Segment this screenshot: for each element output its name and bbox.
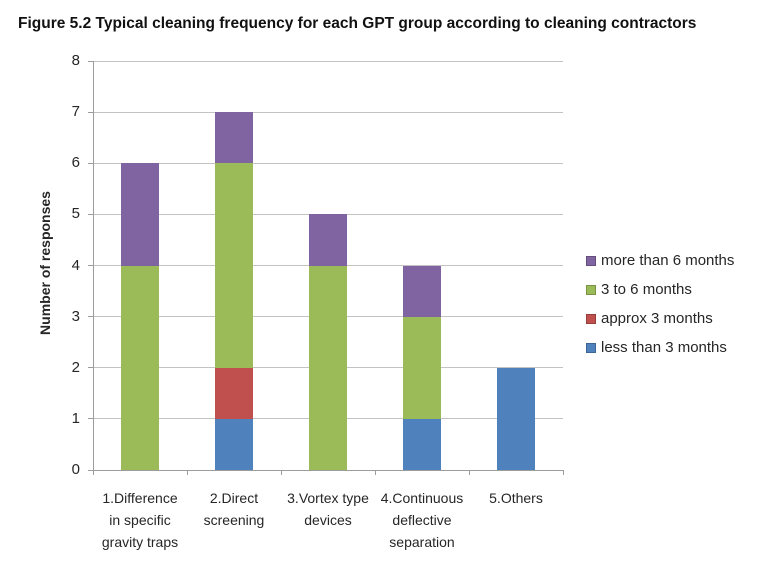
x-tick [374,470,376,475]
x-category-label-line: separation [389,534,455,550]
legend-marker-3-to-6-months [586,284,596,295]
x-category-label-line: 3.Vortex type [287,490,369,506]
legend-marker-approx-3-months [586,313,596,324]
x-category-label-line: deflective [392,512,452,528]
y-tick [88,418,93,420]
y-tick-label: 4 [71,256,80,274]
y-tick-label: 3 [71,307,80,325]
x-axis-line [93,469,563,471]
x-tick [186,470,188,475]
y-tick [88,367,93,369]
legend-item: 3 to 6 months [586,275,734,304]
x-category-label-line: 1.Difference [102,490,178,506]
legend-label: approx 3 months [601,310,713,327]
legend-marker-less-than-3-months [586,342,596,353]
y-tick-label: 1 [71,409,80,427]
x-tick [562,470,564,475]
bar-segment [309,214,347,266]
x-category-label-line: 4.Continuous [380,490,464,506]
bar-segment [215,367,253,419]
bar-segment [215,418,253,470]
x-category-label-line: gravity traps [101,534,179,550]
y-tick [88,111,93,113]
y-tick [88,316,93,318]
x-category-label: 5.Others [465,487,567,509]
y-tick-label: 5 [71,205,80,223]
y-tick-label: 0 [71,461,80,478]
x-category-label: 3.Vortex type devices [277,487,379,531]
gridline [93,60,563,62]
y-tick [88,469,93,471]
x-category-label: 2.Direct screening [183,487,285,531]
x-tick [468,470,470,475]
y-tick [88,213,93,215]
x-category-label: 1.Difference in specific gravity traps [89,487,191,553]
x-category-label-line: screening [203,512,265,528]
x-category-label-line: 5.Others [489,490,543,506]
x-category-label: 4.Continuous deflective separation [371,487,473,553]
legend: more than 6 months 3 to 6 months approx 3 … [586,246,734,362]
figure-title: Figure 5.2 Typical cleaning frequency fo… [18,15,697,32]
legend-item: less than 3 months [586,333,734,362]
x-category-label-line: devices [304,512,352,528]
legend-label: 3 to 6 months [601,281,692,298]
y-tick-label: 7 [71,103,80,121]
bar-segment [497,367,535,470]
legend-label: more than 6 months [601,252,735,269]
legend-item: approx 3 months [586,304,734,333]
y-axis-line [92,61,94,475]
bar-segment [121,265,159,470]
bar-segment [309,265,347,470]
x-category-label-line: 2.Direct [209,490,259,506]
y-tick [88,265,93,266]
bar-segment [121,163,159,266]
bar-segment [215,163,253,368]
x-tick [280,470,282,475]
bar-segment [403,265,441,317]
y-tick-label: 6 [71,154,80,172]
y-tick [88,60,93,62]
gridline [93,111,563,113]
legend-label: less than 3 months [601,339,727,356]
y-tick [88,162,93,164]
y-tick-label: 8 [71,52,80,69]
bar-segment [403,316,441,419]
gridline [93,162,563,164]
bar-segment [403,418,441,470]
x-category-label-line: in specific [109,512,171,528]
legend-marker-more-than-6-months [586,255,596,266]
legend-item: more than 6 months [586,246,734,275]
bar-segment [215,112,253,164]
y-tick-label: 2 [71,358,80,376]
